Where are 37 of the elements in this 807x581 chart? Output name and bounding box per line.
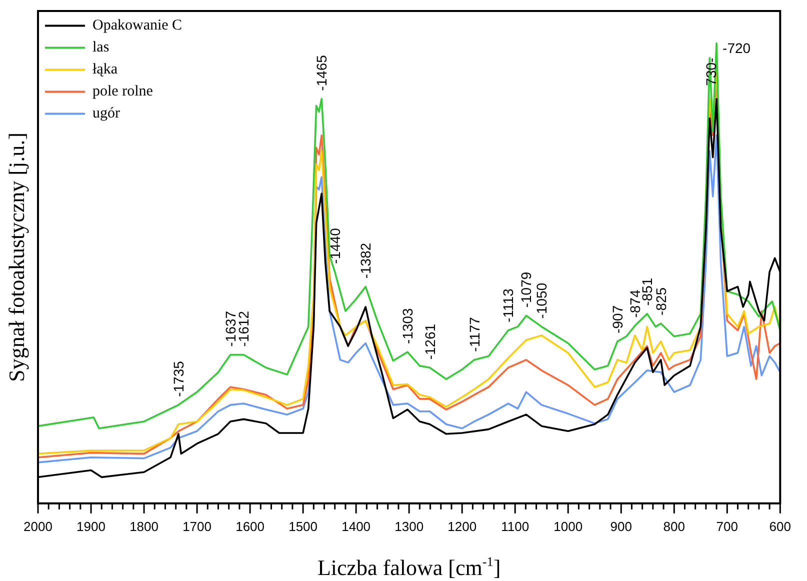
annotation: -1382	[358, 242, 374, 279]
legend-label: las	[92, 40, 110, 56]
x-tick-label: 1300	[394, 518, 424, 534]
x-tick-label: 1700	[182, 518, 212, 534]
x-tick-label: 700	[716, 518, 738, 534]
x-tick-label: 1500	[288, 518, 318, 534]
legend-label: ugór	[92, 106, 120, 122]
x-tick-label: 1900	[76, 518, 106, 534]
annotation: -1440	[326, 228, 343, 264]
annotation: -1113	[500, 288, 516, 322]
x-tick-label: 1400	[342, 518, 371, 534]
x-tick-label: 1100	[501, 518, 530, 534]
annotation: -1079	[518, 272, 534, 308]
annotation: -1261	[422, 324, 438, 360]
x-tick-label: 1000	[554, 518, 583, 534]
legend-label: Opakowanie C	[92, 18, 182, 34]
x-tick-label: 800	[663, 518, 685, 534]
legend-label: pole rolne	[92, 84, 154, 100]
annotation: -825	[652, 287, 669, 316]
y-axis-title: Sygnał fotoakustyczny [j.u.]	[4, 132, 29, 382]
annotation: -1303	[399, 308, 416, 344]
annotation: 730-	[703, 57, 720, 86]
annotation: -1177	[466, 316, 482, 352]
x-tick-label: 1800	[130, 518, 158, 534]
x-tick-label: 1200	[448, 518, 477, 534]
x-tick-label: 2000	[24, 518, 52, 534]
x-tick-label: 1600	[236, 518, 265, 534]
x-tick-label: 900	[610, 518, 632, 534]
annotation: -1050	[534, 282, 550, 319]
annotation: -1612	[236, 310, 252, 347]
legend-label: łąka	[92, 62, 118, 78]
annotation: -1465	[314, 54, 330, 91]
annotation: -1735	[170, 360, 186, 397]
annotation: -1637	[222, 310, 238, 347]
annotation: -907	[609, 305, 626, 334]
annotation: -720	[722, 40, 751, 56]
x-tick-label: 600	[769, 518, 792, 534]
